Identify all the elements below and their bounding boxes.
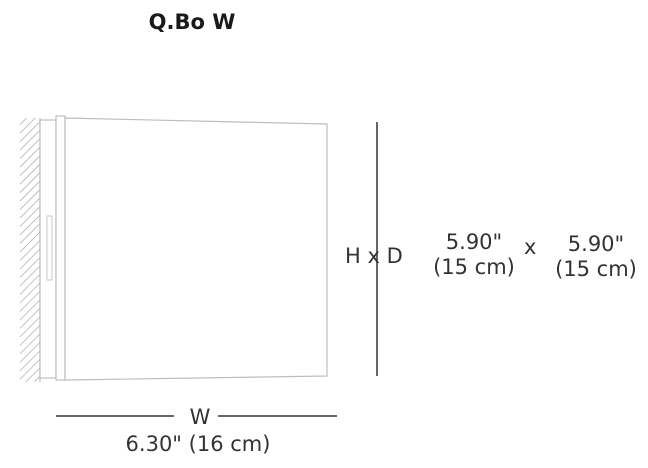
wall-plate-slot: [46, 215, 53, 281]
width-label: W: [189, 405, 211, 429]
wall-hatching: [20, 118, 40, 382]
hd-label: H x D: [345, 244, 403, 268]
height-cm: (15 cm): [555, 257, 637, 281]
times-symbol: x: [524, 235, 537, 259]
lamp-body: [64, 117, 328, 381]
depth-value: 5.90" (15 cm): [420, 230, 528, 280]
depth-inches: 5.90": [445, 230, 503, 254]
depth-cm: (15 cm): [433, 255, 515, 279]
mounting-flange: [55, 115, 66, 381]
width-value: 6.30" (16 cm): [125, 432, 271, 456]
product-title: Q.Bo W: [148, 10, 236, 34]
height-value: 5.90" (15 cm): [542, 232, 648, 282]
height-inches: 5.90": [567, 232, 625, 256]
